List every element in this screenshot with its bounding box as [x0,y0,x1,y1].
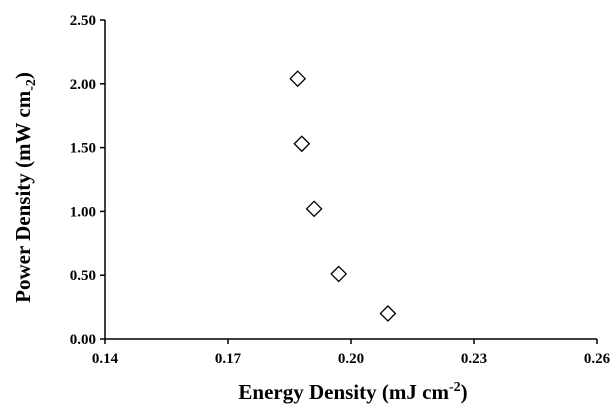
y-tick-label: 0.50 [70,268,96,284]
y-axis-title-main: Power Density (mW cm [11,90,35,303]
x-axis-title-superscript: -2 [449,380,461,395]
x-tick-label: 0.23 [461,351,487,367]
x-tick-label: 0.17 [215,351,242,367]
y-tick-label: 2.50 [70,13,96,29]
data-point-marker [293,135,311,153]
x-tick-label: 0.20 [338,351,364,367]
x-axis-ticks: 0.14 0.17 0.20 0.23 0.26 [92,339,611,367]
x-tick-label: 0.26 [584,351,611,367]
y-axis-title-close: ) [11,72,35,79]
data-point-marker [330,265,348,283]
y-tick-label: 2.00 [70,77,96,93]
x-tick-label: 0.14 [92,351,119,367]
y-axis-title: Power Density (mW cm-2) [11,72,39,303]
data-point-marker [289,70,307,88]
data-points [289,70,397,322]
y-tick-label: 1.00 [70,204,96,220]
x-axis-title-close: ) [461,380,468,404]
data-point-marker [305,200,323,218]
data-point-marker [379,305,397,322]
y-tick-label: 0.00 [70,332,96,348]
x-axis-title: Energy Density (mJ cm-2) [238,380,467,404]
x-axis-title-main: Energy Density (mJ cm [238,380,449,404]
y-axis-title-subscript: -2 [24,79,39,91]
y-axis-ticks: 0.00 0.50 1.00 1.50 2.00 2.50 [70,13,105,348]
y-tick-label: 1.50 [70,141,96,157]
